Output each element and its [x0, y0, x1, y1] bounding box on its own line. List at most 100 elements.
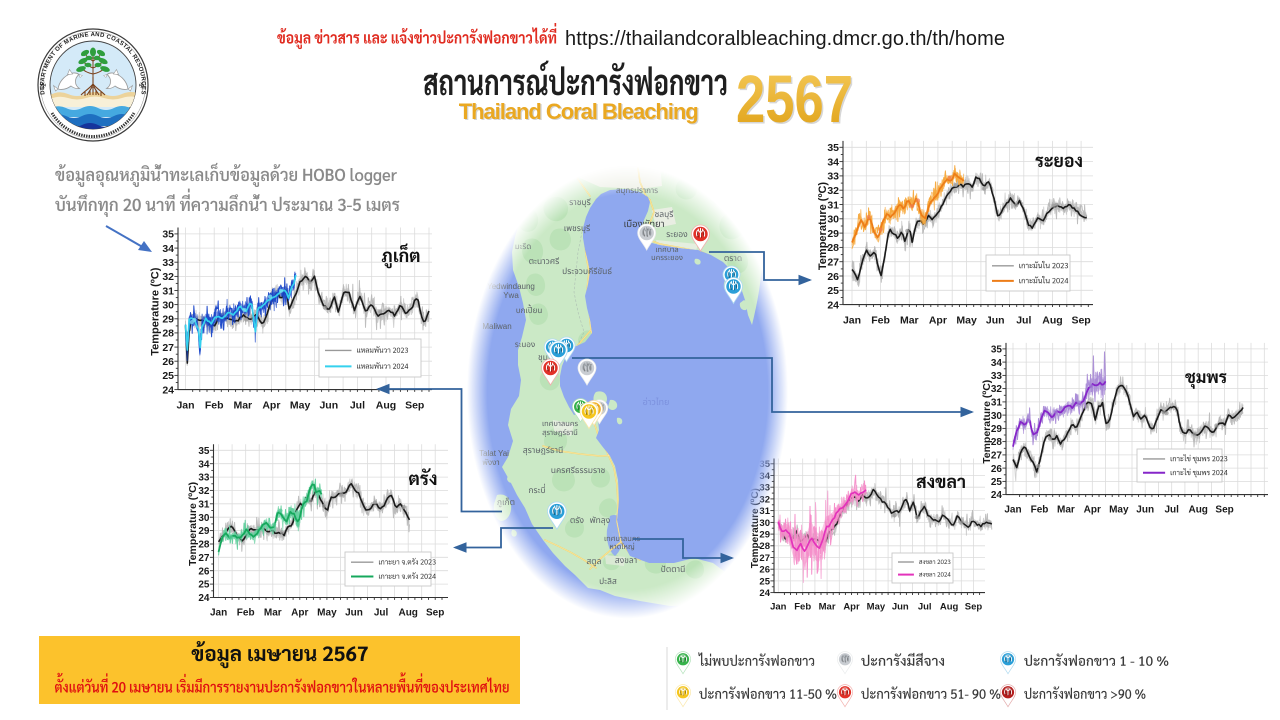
svg-text:34: 34 [827, 156, 839, 168]
svg-text:Feb: Feb [237, 608, 255, 619]
svg-text:32: 32 [991, 384, 1003, 395]
svg-text:32: 32 [162, 271, 174, 283]
svg-text:Aug: Aug [940, 602, 959, 613]
svg-text:Jul: Jul [1016, 315, 1031, 327]
svg-text:Jan: Jan [176, 399, 194, 411]
svg-text:25: 25 [827, 285, 839, 297]
svg-text:28: 28 [198, 540, 210, 551]
svg-text:Mar: Mar [900, 315, 919, 327]
svg-text:Jul: Jul [374, 608, 389, 619]
svg-text:Mar: Mar [1057, 505, 1075, 516]
svg-text:Ywa: Ywa [503, 291, 519, 300]
svg-text:33: 33 [827, 171, 839, 183]
svg-text:31: 31 [162, 285, 174, 297]
svg-text:Apr: Apr [843, 602, 860, 613]
svg-text:31: 31 [991, 398, 1003, 409]
svg-text:Jul: Jul [1164, 505, 1179, 516]
svg-text:May: May [290, 399, 311, 411]
svg-text:27: 27 [827, 257, 839, 269]
svg-text:28: 28 [162, 328, 174, 340]
svg-text:Temperature (ºC): Temperature (ºC) [150, 267, 162, 355]
svg-text:May: May [317, 608, 337, 619]
svg-text:Jun: Jun [319, 399, 338, 411]
svg-text:26: 26 [198, 566, 210, 577]
svg-text:33: 33 [991, 371, 1003, 382]
svg-text:24: 24 [991, 490, 1003, 501]
svg-text:24: 24 [827, 299, 839, 311]
svg-text:32: 32 [827, 185, 839, 197]
svg-text:https://thailandcoralbleaching: https://thailandcoralbleaching.dmcr.go.t… [565, 28, 1005, 50]
svg-text:34: 34 [162, 243, 174, 255]
svg-text:Jun: Jun [1136, 505, 1154, 516]
svg-text:35: 35 [991, 345, 1003, 356]
svg-text:Yedwindaung: Yedwindaung [487, 282, 535, 291]
svg-text:27: 27 [162, 342, 174, 354]
svg-text:31: 31 [827, 199, 839, 211]
svg-text:Feb: Feb [205, 399, 224, 411]
svg-text:27: 27 [991, 451, 1003, 462]
svg-text:29: 29 [827, 228, 839, 240]
svg-text:Jul: Jul [350, 399, 365, 411]
svg-text:Sep: Sep [1071, 315, 1090, 327]
svg-text:Sep: Sep [1215, 505, 1233, 516]
svg-text:Temperature (ºC): Temperature (ºC) [981, 380, 993, 464]
svg-text:29: 29 [991, 424, 1003, 435]
svg-text:Aug: Aug [376, 399, 396, 411]
svg-text:Apr: Apr [1084, 505, 1101, 516]
svg-text:May: May [867, 602, 886, 613]
svg-text:Sep: Sep [405, 399, 424, 411]
svg-text:Thailand Coral Bleaching: Thailand Coral Bleaching [460, 100, 700, 125]
svg-text:34: 34 [991, 358, 1003, 369]
svg-text:27: 27 [198, 553, 210, 564]
svg-text:2567: 2567 [736, 62, 853, 137]
svg-text:Mar: Mar [233, 399, 252, 411]
svg-text:Jun: Jun [986, 315, 1005, 327]
svg-text:33: 33 [162, 257, 174, 269]
svg-text:Temperature (ºC): Temperature (ºC) [187, 482, 199, 566]
svg-text:24: 24 [198, 593, 210, 604]
svg-text:Jul: Jul [918, 602, 932, 613]
svg-text:28: 28 [991, 437, 1003, 448]
svg-text:Talat Yai: Talat Yai [479, 449, 509, 458]
svg-text:29: 29 [198, 526, 210, 537]
svg-text:25: 25 [991, 477, 1003, 488]
svg-text:Mar: Mar [819, 602, 836, 613]
svg-text:24: 24 [162, 384, 174, 396]
svg-text:30: 30 [827, 214, 839, 226]
svg-text:26: 26 [162, 356, 174, 368]
svg-text:35: 35 [162, 229, 174, 241]
svg-text:Apr: Apr [929, 315, 947, 327]
svg-text:26: 26 [827, 271, 839, 283]
svg-text:33: 33 [198, 473, 210, 484]
svg-text:30: 30 [991, 411, 1003, 422]
svg-text:Apr: Apr [262, 399, 280, 411]
svg-text:Thailand Coral Bleaching: Thailand Coral Bleaching [459, 99, 699, 124]
svg-text:May: May [956, 315, 977, 327]
svg-text:✠: ✠ [41, 82, 47, 90]
svg-text:Apr: Apr [291, 608, 308, 619]
svg-text:32: 32 [198, 486, 210, 497]
svg-text:Jun: Jun [892, 602, 909, 613]
svg-text:Aug: Aug [1188, 505, 1207, 516]
svg-text:28: 28 [827, 242, 839, 254]
svg-text:Jun: Jun [345, 608, 363, 619]
svg-text:34: 34 [198, 459, 210, 470]
svg-text:Aug: Aug [1042, 315, 1062, 327]
svg-text:31: 31 [198, 499, 210, 510]
svg-text:2567: 2567 [738, 64, 855, 139]
svg-text:26: 26 [991, 464, 1003, 475]
svg-text:Temperature (ºC): Temperature (ºC) [817, 182, 829, 270]
svg-text:25: 25 [162, 370, 174, 382]
svg-text:May: May [1109, 505, 1129, 516]
svg-text:Feb: Feb [1031, 505, 1049, 516]
svg-text:Maliwan: Maliwan [482, 322, 511, 331]
svg-text:✠: ✠ [139, 82, 145, 90]
svg-text:29: 29 [162, 314, 174, 326]
svg-text:35: 35 [827, 142, 839, 154]
svg-text:Jan: Jan [1004, 505, 1021, 516]
svg-text:30: 30 [198, 513, 210, 524]
svg-text:30: 30 [162, 299, 174, 311]
svg-text:35: 35 [198, 446, 210, 457]
svg-text:Feb: Feb [794, 602, 811, 613]
svg-text:25: 25 [198, 580, 210, 591]
